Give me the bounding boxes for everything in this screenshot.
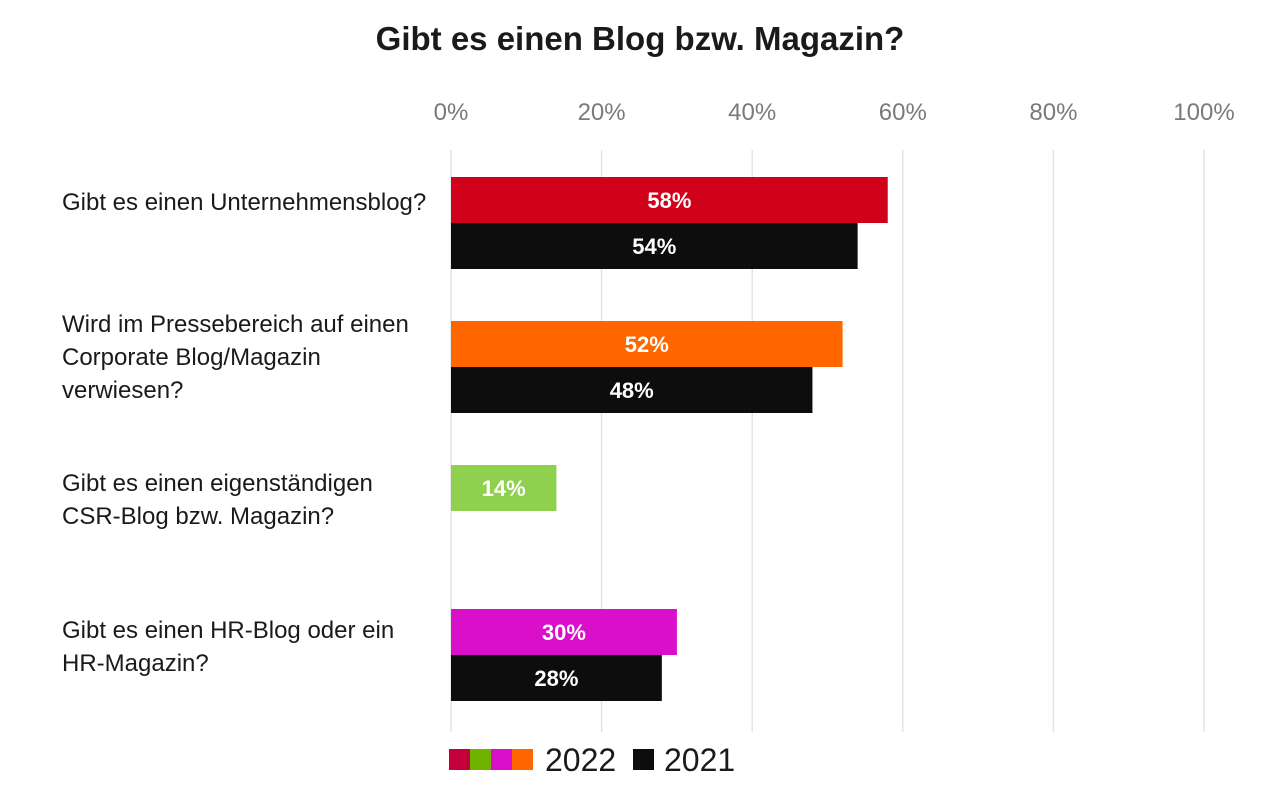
chart-title: Gibt es einen Blog bzw. Magazin? [375,20,905,57]
category-label-csr-blog: Gibt es einen eigenständigen CSR-Blog bz… [62,470,373,530]
category-label-pressebereich: Wird im Pressebereich auf einen Corporat… [62,311,409,404]
data-label-2022: 14% [482,476,526,501]
x-tick-label: 100% [1173,99,1234,126]
data-label-2022: 30% [542,620,586,645]
bar-2021 [451,655,662,701]
bar-2022 [451,177,888,223]
legend-swatch-2022 [449,749,470,770]
legend-swatch-2022 [470,749,491,770]
x-tick-label: 80% [1029,99,1077,126]
legend-swatch-2021 [633,749,654,770]
category-label-hr-blog: Gibt es einen HR-Blog oder ein HR-Magazi… [62,617,395,677]
bar-2022 [451,321,843,367]
category-label-unternehmensblog: Gibt es einen Unternehmensblog? [62,189,427,216]
data-label-2021: 28% [534,666,578,691]
data-label-2021: 54% [632,234,676,259]
bar-2021 [451,367,813,413]
bar-2021 [451,223,858,269]
legend-swatch-2022 [491,749,512,770]
legend-swatch-2022 [512,749,533,770]
legend-label-2021: 2021 [664,742,735,778]
x-tick-label: 60% [879,99,927,126]
x-tick-label: 20% [578,99,626,126]
data-label-2022: 58% [647,188,691,213]
data-label-2022: 52% [625,332,669,357]
legend-label-2022: 2022 [545,742,616,778]
x-tick-label: 0% [434,99,469,126]
bar-2022 [451,465,557,511]
bar-2022 [451,609,677,655]
data-label-2021: 48% [610,378,654,403]
x-tick-label: 40% [728,99,776,126]
